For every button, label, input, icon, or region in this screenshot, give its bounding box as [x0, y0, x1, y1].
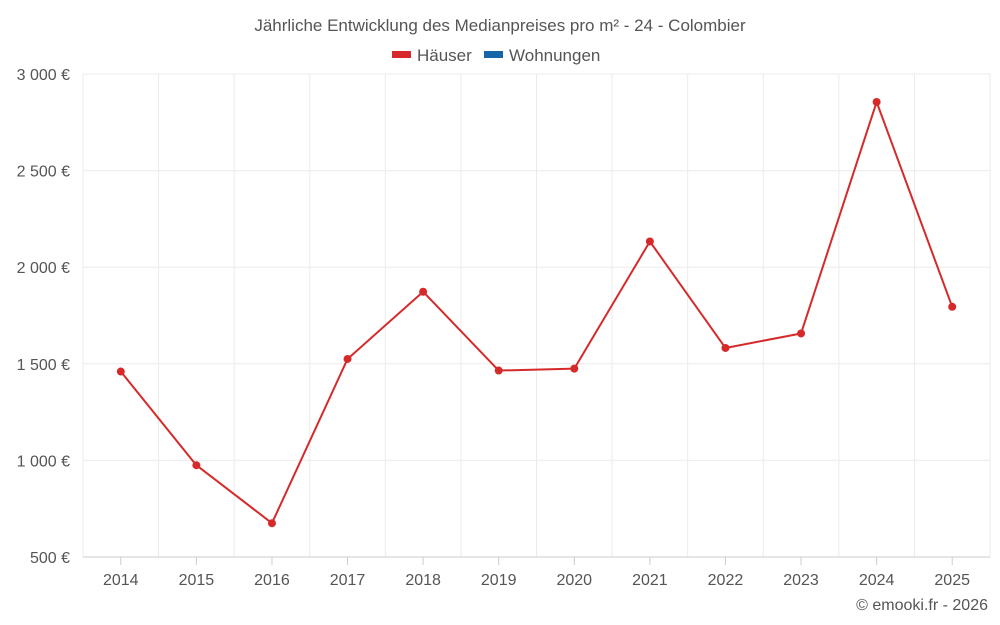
data-point[interactable]	[116, 367, 125, 376]
data-point[interactable]	[645, 237, 654, 246]
series-line	[120, 101, 954, 525]
x-tick-label: 2015	[179, 572, 215, 589]
chart-title: Jährliche Entwicklung des Medianpreises …	[254, 16, 746, 35]
legend-swatch-wohnungen	[484, 51, 503, 58]
legend-swatch-haeuser	[392, 51, 411, 58]
data-point[interactable]	[192, 461, 201, 470]
y-axis: 500 € 1 000 € 1 500 € 2 000 € 2 500 € 3 000 €	[17, 67, 70, 567]
legend-label-wohnungen: Wohnungen	[509, 46, 600, 65]
data-point[interactable]	[872, 98, 881, 107]
x-tick-label: 2021	[632, 572, 668, 589]
legend-label-haeuser: Häuser	[417, 46, 472, 65]
data-point[interactable]	[343, 354, 352, 363]
x-tick-label: 2022	[708, 572, 744, 589]
x-tick-label: 2020	[556, 572, 592, 589]
y-tick-label: 2 500 €	[17, 164, 70, 181]
x-tick-label: 2018	[405, 572, 441, 589]
x-axis: 2014 2015 2016 2017 2018 2019 2020 2021 2022 2023…	[83, 556, 990, 589]
data-point[interactable]	[797, 329, 806, 338]
x-tick-label: 2025	[934, 572, 970, 589]
y-tick-label: 3 000 €	[17, 67, 70, 84]
y-tick-label: 2 000 €	[17, 260, 70, 277]
data-point[interactable]	[494, 366, 503, 375]
x-tick-label: 2016	[254, 572, 290, 589]
y-tick-label: 500 €	[30, 550, 70, 567]
x-tick-label: 2023	[783, 572, 819, 589]
y-tick-label: 1 500 €	[17, 357, 70, 374]
grid	[82, 73, 991, 558]
data-point[interactable]	[948, 302, 957, 311]
data-point[interactable]	[419, 287, 428, 296]
data-point[interactable]	[570, 364, 579, 373]
y-tick-label: 1 000 €	[17, 453, 70, 470]
series-haeuser	[116, 98, 957, 528]
legend: Häuser Wohnungen	[392, 46, 600, 65]
x-tick-label: 2014	[103, 572, 139, 589]
x-tick-label: 2017	[330, 572, 366, 589]
data-point[interactable]	[267, 519, 276, 528]
credit-label: © emooki.fr - 2026	[856, 597, 988, 614]
x-tick-label: 2019	[481, 572, 517, 589]
legend-item-haeuser[interactable]: Häuser	[392, 46, 472, 65]
x-tick-label: 2024	[859, 572, 895, 589]
legend-item-wohnungen[interactable]: Wohnungen	[484, 46, 600, 65]
data-point[interactable]	[721, 343, 730, 352]
